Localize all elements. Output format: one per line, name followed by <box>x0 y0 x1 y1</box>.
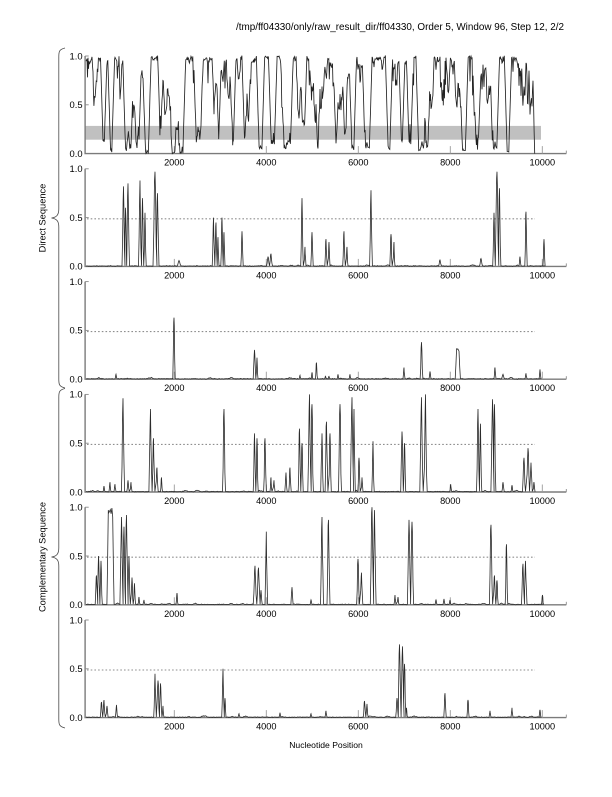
svg-text:4000: 4000 <box>256 270 276 280</box>
svg-text:0.0: 0.0 <box>70 374 83 385</box>
svg-text:6000: 6000 <box>348 609 368 619</box>
svg-text:1.0: 1.0 <box>70 614 83 625</box>
svg-text:Complementary Sequence: Complementary Sequence <box>38 502 48 612</box>
svg-text:0.5: 0.5 <box>70 663 83 674</box>
svg-text:1.0: 1.0 <box>70 50 83 61</box>
svg-text:2000: 2000 <box>164 609 184 619</box>
svg-text:0.5: 0.5 <box>70 99 83 110</box>
svg-text:1.0: 1.0 <box>70 276 83 287</box>
svg-text:4000: 4000 <box>256 158 276 168</box>
svg-text:2000: 2000 <box>164 270 184 280</box>
svg-text:10000: 10000 <box>530 496 556 506</box>
svg-text:Nucleotide Position: Nucleotide Position <box>289 740 363 750</box>
svg-text:1.0: 1.0 <box>70 502 83 513</box>
svg-text:0.5: 0.5 <box>70 212 83 223</box>
svg-text:10000: 10000 <box>530 609 556 619</box>
svg-text:1.0: 1.0 <box>70 389 83 400</box>
svg-text:6000: 6000 <box>348 158 368 168</box>
svg-text:8000: 8000 <box>440 270 460 280</box>
svg-text:6000: 6000 <box>348 496 368 506</box>
svg-text:1.0: 1.0 <box>70 163 83 174</box>
svg-text:0.0: 0.0 <box>70 599 83 610</box>
svg-text:10000: 10000 <box>530 270 556 280</box>
svg-text:8000: 8000 <box>440 609 460 619</box>
svg-text:0.5: 0.5 <box>70 438 83 449</box>
svg-text:0.0: 0.0 <box>70 148 83 159</box>
svg-text:4000: 4000 <box>256 383 276 393</box>
svg-text:/tmp/ff04330/only/raw_result_d: /tmp/ff04330/only/raw_result_dir/ff04330… <box>236 22 564 33</box>
svg-text:0.0: 0.0 <box>70 261 83 272</box>
svg-text:2000: 2000 <box>164 383 184 393</box>
svg-text:8000: 8000 <box>440 496 460 506</box>
svg-text:2000: 2000 <box>164 496 184 506</box>
svg-text:6000: 6000 <box>348 270 368 280</box>
svg-text:0.0: 0.0 <box>70 712 83 723</box>
svg-text:4000: 4000 <box>256 496 276 506</box>
svg-text:2000: 2000 <box>164 722 184 732</box>
svg-text:8000: 8000 <box>440 383 460 393</box>
svg-text:8000: 8000 <box>440 158 460 168</box>
svg-text:6000: 6000 <box>348 383 368 393</box>
svg-text:0.5: 0.5 <box>70 325 83 336</box>
svg-text:0.5: 0.5 <box>70 550 83 561</box>
svg-text:6000: 6000 <box>348 722 368 732</box>
svg-text:10000: 10000 <box>530 383 556 393</box>
svg-text:4000: 4000 <box>256 722 276 732</box>
svg-text:2000: 2000 <box>164 158 184 168</box>
svg-text:Direct Sequence: Direct Sequence <box>38 184 48 253</box>
svg-text:0.0: 0.0 <box>70 486 83 497</box>
svg-text:10000: 10000 <box>530 158 556 168</box>
svg-text:8000: 8000 <box>440 722 460 732</box>
svg-text:4000: 4000 <box>256 609 276 619</box>
svg-text:10000: 10000 <box>530 722 556 732</box>
